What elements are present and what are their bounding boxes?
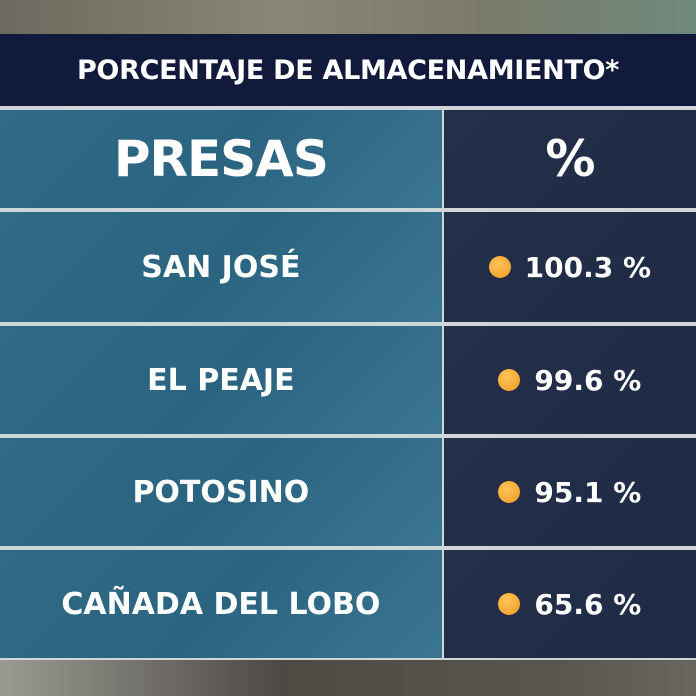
table-row: SAN JOSÉ 100.3 % [0, 212, 696, 322]
title: PORCENTAJE DE ALMACENAMIENTO* [76, 54, 620, 86]
table-row: CAÑADA DEL LOBO 65.6 % [0, 550, 696, 658]
dam-percent: 95.1 % [534, 475, 642, 509]
dam-name: SAN JOSÉ [0, 212, 442, 322]
header-percent: % [443, 110, 696, 208]
title-band: PORCENTAJE DE ALMACENAMIENTO* [0, 34, 696, 106]
orange-dot-icon [498, 369, 521, 391]
dam-name: EL PEAJE [0, 326, 442, 434]
dam-percent: 65.6 % [534, 587, 642, 621]
table-row: POTOSINO 95.1 % [0, 438, 696, 546]
background-photo-bottom [0, 660, 696, 696]
orange-dot-icon [498, 481, 521, 503]
header-presas: PRESAS [0, 110, 442, 208]
table-row: EL PEAJE 99.6 % [0, 326, 696, 434]
header-row: PRESAS % [0, 110, 696, 208]
dam-percent: 100.3 % [524, 250, 652, 284]
dam-name: POTOSINO [0, 438, 442, 546]
dam-name: CAÑADA DEL LOBO [0, 550, 442, 658]
orange-dot-icon [488, 256, 511, 278]
dam-percent: 99.6 % [534, 363, 642, 397]
orange-dot-icon [498, 593, 521, 615]
background-photo-top [0, 0, 696, 34]
